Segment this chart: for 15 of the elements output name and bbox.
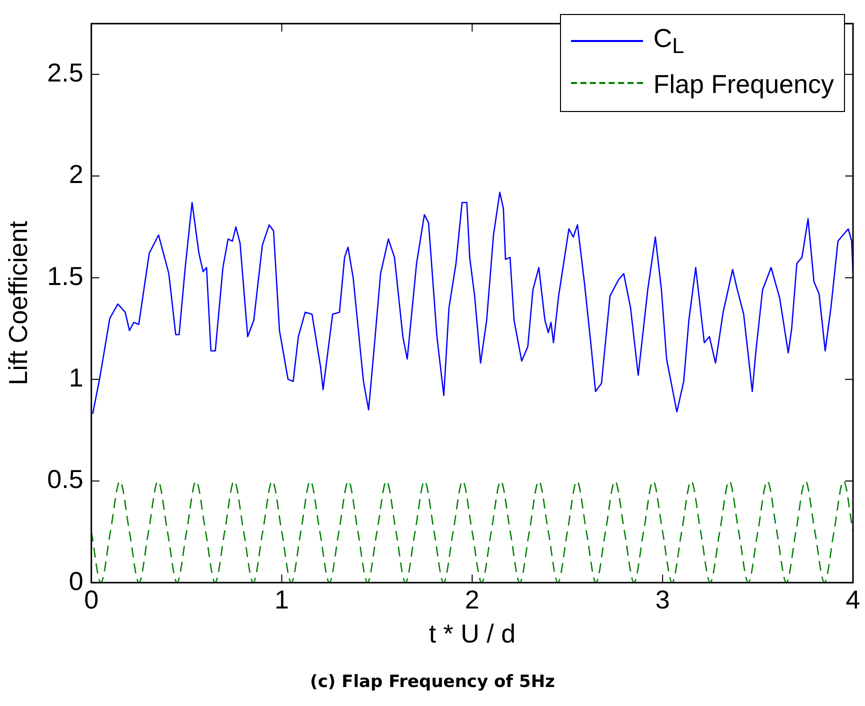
y-tick-label: 1.5 [47,260,84,291]
x-tick-label: 4 [846,584,860,614]
x-tick-label: 2 [464,584,480,614]
x-axis-title: t * U / d [428,618,516,649]
legend-label: C$_{L}$ [653,22,684,60]
x-tick-label: 1 [274,584,289,614]
text: (c) Flap Frequency of 5Hz [309,672,556,692]
y-tick-label: 1 [68,362,84,392]
y-tick-label: 0 [68,566,84,596]
y-tick-label: 2 [68,159,84,190]
legend-label: Flap Frequency [653,69,834,99]
x-tick-label: 3 [655,584,670,614]
y-axis-title: Lift Coefficient [2,220,33,386]
y-tick-label: 0.5 [47,464,84,494]
y-tick-label: 2.5 [47,58,84,88]
